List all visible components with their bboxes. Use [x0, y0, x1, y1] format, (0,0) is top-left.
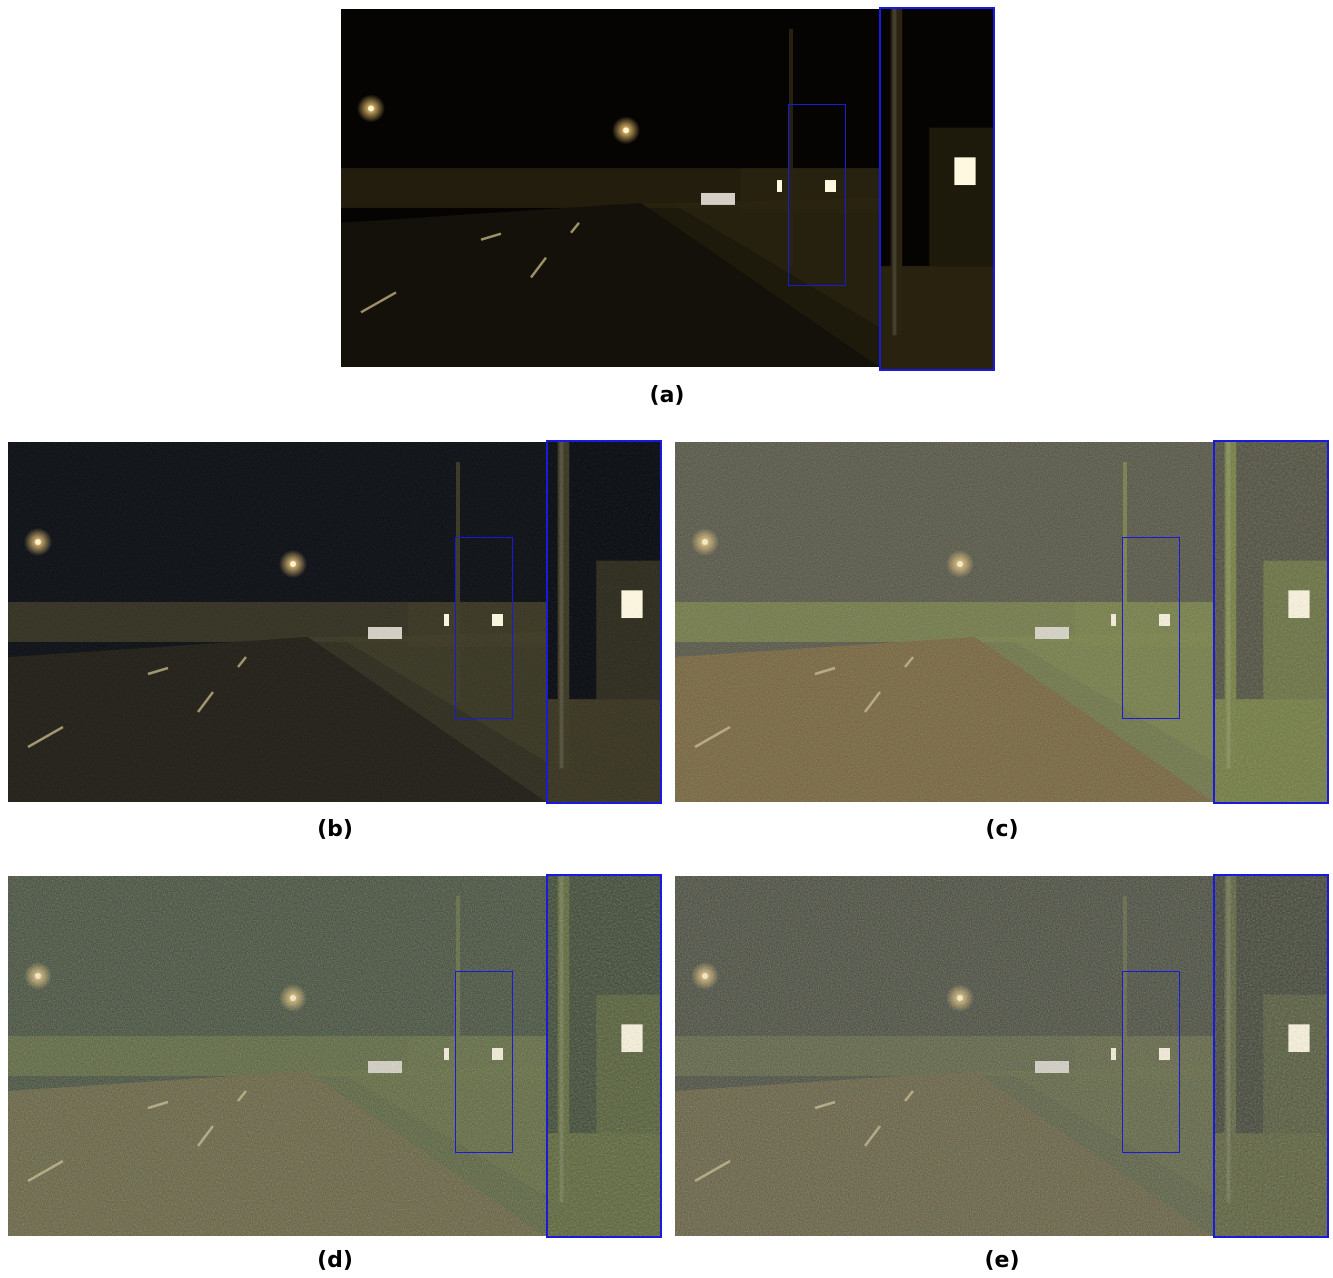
caption-c: (c)	[985, 817, 1019, 842]
inset-window	[954, 157, 976, 186]
zoom-inset-c	[1213, 440, 1329, 804]
caption-b: (b)	[317, 817, 353, 842]
inset-house	[929, 127, 993, 267]
light-pole	[789, 28, 793, 268]
street-light	[623, 127, 629, 134]
zoom-inset-b	[546, 440, 662, 804]
panel-b	[8, 440, 662, 804]
scene-image-e	[675, 876, 1213, 1236]
noise-overlay	[8, 442, 546, 802]
curb	[641, 202, 879, 367]
scene-image-c	[675, 442, 1213, 802]
zoom-region-box-d	[455, 971, 513, 1153]
zoom-inset-e	[1213, 874, 1329, 1238]
noise-overlay	[8, 876, 546, 1236]
parked-car	[701, 192, 735, 205]
lit-window	[825, 180, 836, 192]
zoom-inset-a	[879, 7, 995, 371]
scene-image-d	[8, 876, 546, 1236]
scene-image-b	[8, 442, 546, 802]
noise-overlay	[675, 876, 1213, 1236]
lane-marking	[360, 291, 397, 314]
noise-overlay	[675, 442, 1213, 802]
panel-a	[341, 7, 995, 371]
zoom-region-box-e	[1122, 971, 1180, 1153]
inset-pole	[890, 9, 903, 336]
road	[341, 202, 879, 367]
caption-a: (a)	[649, 383, 685, 408]
lane-marking	[480, 232, 502, 241]
zoom-region-box-a	[788, 104, 846, 286]
scene-image-a	[341, 9, 879, 367]
zoom-inset-d	[546, 874, 662, 1238]
street-light	[368, 105, 374, 112]
caption-d: (d)	[317, 1248, 353, 1273]
lawn	[671, 197, 879, 328]
panel-e	[675, 874, 1329, 1238]
caption-e: (e)	[984, 1248, 1020, 1273]
house	[741, 168, 879, 213]
lane-marking	[570, 222, 580, 234]
lit-window	[777, 180, 782, 192]
zoom-region-box-c	[1122, 537, 1180, 719]
panel-d	[8, 874, 662, 1238]
lane-marking	[530, 256, 547, 279]
panel-c	[675, 440, 1329, 804]
zoom-region-box-b	[455, 537, 513, 719]
